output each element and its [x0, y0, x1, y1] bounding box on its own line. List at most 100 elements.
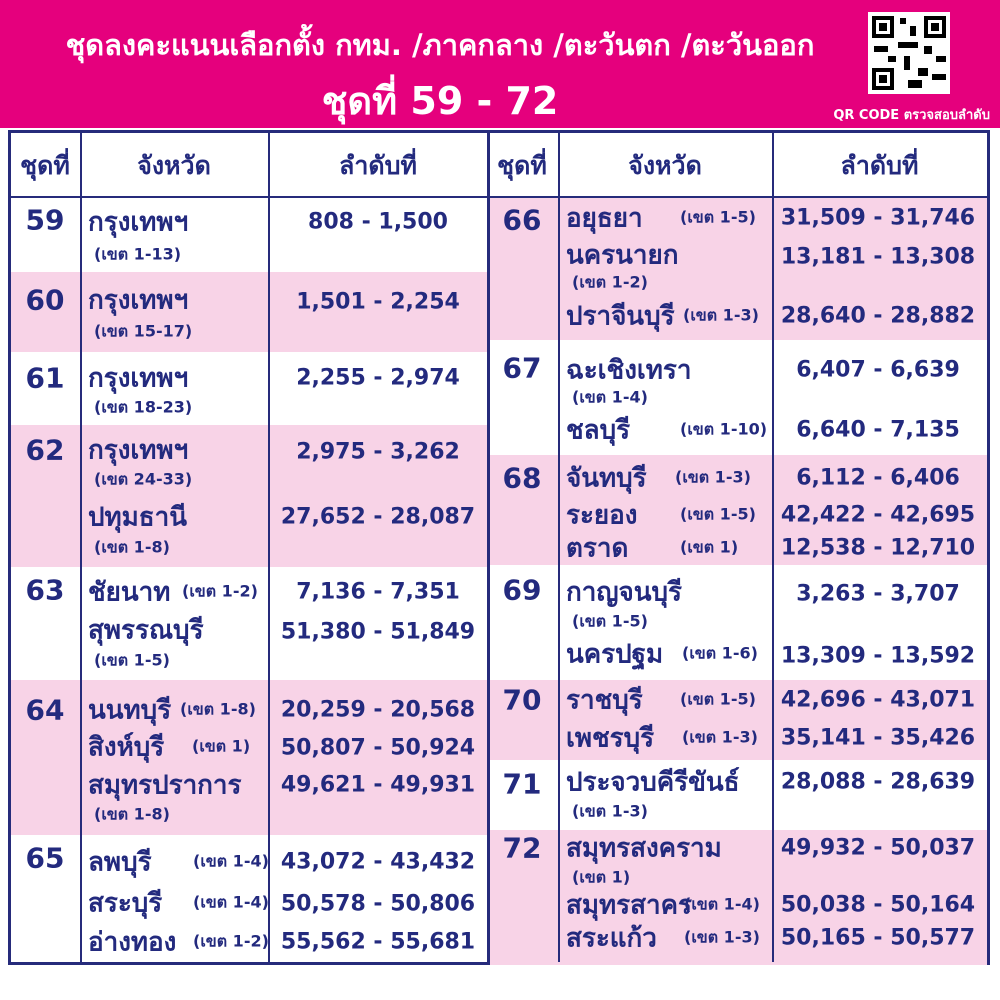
rank-range: 2,975 - 3,262	[296, 439, 460, 465]
subtitle: ชุดที่ 59 - 72	[321, 79, 559, 123]
set-number: 64	[25, 693, 65, 727]
district: (เขต 1-2)	[182, 581, 258, 601]
province: สมุทรสาคร	[566, 890, 692, 921]
rank-range: 31,509 - 31,746	[780, 205, 976, 231]
rank-range: 6,640 - 7,135	[796, 417, 960, 443]
district: (เขต 1-5)	[572, 611, 648, 631]
header-divider	[11, 196, 488, 198]
set-number: 71	[502, 767, 542, 801]
province: ฉะเชิงเทรา	[566, 355, 692, 386]
district: (เขต 1-5)	[680, 689, 756, 709]
set-number: 61	[25, 361, 65, 395]
rank-range: 28,640 - 28,882	[780, 303, 976, 329]
column-header: ลำดับที่	[339, 151, 417, 180]
province: ลพบุรี	[88, 847, 152, 878]
set-number: 68	[502, 461, 542, 495]
rank-range: 6,112 - 6,406	[796, 465, 960, 491]
district: (เขต 1)	[572, 867, 631, 887]
set-number: 62	[25, 433, 65, 467]
qr-caption: QR CODE ตรวจสอบลำดับ	[833, 108, 990, 123]
rank-range: 50,578 - 50,806	[280, 891, 476, 917]
row-background	[490, 197, 987, 340]
district: (เขต 1-8)	[180, 699, 256, 719]
province: สระบุรี	[88, 888, 163, 919]
row-background	[11, 272, 488, 352]
qr-code	[868, 12, 950, 94]
rank-range: 27,652 - 28,087	[280, 504, 476, 530]
column-header: จังหวัด	[137, 151, 211, 180]
column-line	[80, 133, 82, 962]
rank-range: 55,562 - 55,681	[280, 929, 476, 955]
province: ชลบุรี	[566, 415, 631, 446]
rank-range: 13,181 - 13,308	[780, 244, 976, 270]
rank-range: 42,696 - 43,071	[780, 687, 976, 713]
set-number: 66	[502, 203, 542, 237]
district: (เขต 1-3)	[682, 727, 758, 747]
column-line	[772, 133, 774, 962]
district: (เขต 1-8)	[94, 537, 170, 557]
district: (เขต 1-3)	[675, 467, 751, 487]
district: (เขต 1-5)	[680, 207, 756, 227]
column-header: ลำดับที่	[840, 151, 919, 180]
province: สระแก้ว	[566, 923, 657, 954]
district: (เขต 15-17)	[94, 321, 193, 341]
rank-range: 13,309 - 13,592	[780, 643, 976, 669]
province: สุพรรณบุรี	[88, 615, 204, 646]
district: (เขต 1-4)	[193, 851, 269, 871]
province: สิงห์บุรี	[88, 732, 165, 763]
rank-range: 50,165 - 50,577	[780, 925, 976, 951]
set-number: 65	[25, 841, 65, 875]
rank-range: 43,072 - 43,432	[280, 849, 476, 875]
set-number: 69	[502, 573, 542, 607]
district: (เขต 1-6)	[682, 643, 758, 663]
set-number: 63	[25, 573, 65, 607]
header-divider	[490, 196, 987, 198]
district: (เขต 1-13)	[94, 244, 182, 264]
province: ระยอง	[566, 500, 638, 531]
rank-range: 28,088 - 28,639	[780, 769, 976, 795]
row-background	[490, 830, 987, 965]
row-background	[11, 425, 488, 567]
district: (เขต 1-4)	[684, 894, 760, 914]
rank-range: 808 - 1,500	[308, 209, 448, 235]
district: (เขต 24-33)	[94, 469, 193, 489]
set-number: 59	[25, 203, 65, 237]
province: สมุทรปราการ	[88, 770, 242, 801]
table: ชุดที่ จังหวัด ลำดับที่ 59 กรุงเทพฯ (เขต 1-13…	[8, 130, 990, 965]
rank-range: 1,501 - 2,254	[296, 289, 460, 315]
rank-range: 20,259 - 20,568	[280, 697, 476, 723]
row-background	[490, 455, 987, 565]
province: นนทบุรี	[88, 695, 172, 726]
header: ชุดลงคะแนนเลือกตั้ง กทม. /ภาคกลาง /ตะวัน…	[0, 0, 1000, 128]
district: (เขต 1-3)	[684, 927, 760, 947]
rank-range: 50,807 - 50,924	[280, 735, 476, 761]
set-number: 67	[502, 351, 542, 385]
rank-range: 6,407 - 6,639	[796, 357, 960, 383]
district: (เขต 1-4)	[193, 892, 269, 912]
district: (เขต 1-2)	[193, 931, 269, 951]
rank-range: 3,263 - 3,707	[796, 581, 960, 607]
rank-range: 51,380 - 51,849	[280, 619, 476, 645]
province: อ่างทอง	[88, 927, 177, 958]
half-divider	[487, 133, 490, 962]
district: (เขต 1)	[192, 736, 251, 756]
province: สมุทรสงคราม	[566, 833, 722, 864]
rank-range: 12,538 - 12,710	[780, 535, 976, 561]
district: (เขต 1)	[680, 537, 739, 557]
province: นครนายก	[566, 240, 679, 271]
column-line	[268, 133, 270, 962]
district: (เขต 18-23)	[94, 397, 193, 417]
province: ประจวบคีรีขันธ์	[566, 767, 740, 798]
rank-range: 50,038 - 50,164	[780, 892, 976, 918]
column-line	[558, 133, 560, 962]
province: ตราด	[566, 533, 629, 564]
title: ชุดลงคะแนนเลือกตั้ง กทม. /ภาคกลาง /ตะวัน…	[65, 28, 815, 62]
province: กรุงเทพฯ	[88, 207, 189, 238]
province: ชัยนาท	[88, 577, 171, 608]
province: กาญจนบุรี	[566, 577, 682, 608]
rank-range: 49,621 - 49,931	[280, 772, 476, 798]
district: (เขต 1-5)	[94, 650, 170, 670]
district: (เขต 1-3)	[683, 305, 759, 325]
province: ปทุมธานี	[88, 502, 188, 533]
